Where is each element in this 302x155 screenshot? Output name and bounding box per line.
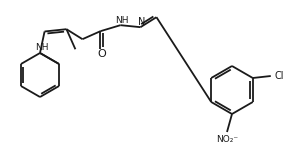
Text: Cl: Cl	[274, 71, 284, 81]
Text: NH: NH	[115, 16, 128, 25]
Text: NH: NH	[35, 44, 49, 53]
Text: N: N	[138, 17, 145, 27]
Text: O: O	[97, 49, 106, 59]
Text: NO₂⁻: NO₂⁻	[216, 135, 238, 144]
